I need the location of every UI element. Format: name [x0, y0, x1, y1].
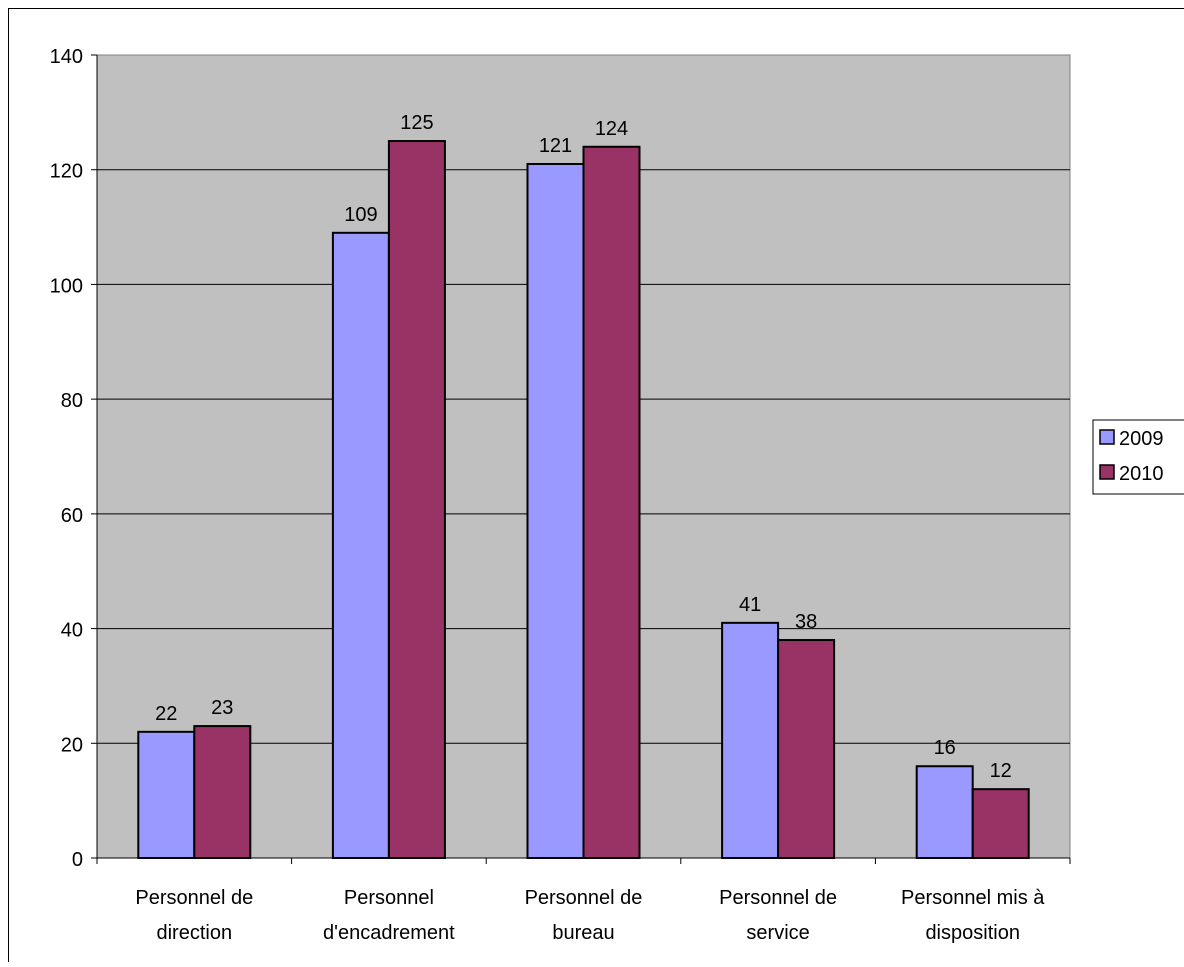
- legend-label: 2010: [1119, 463, 1164, 485]
- data-label: 12: [990, 760, 1012, 782]
- x-tick-label: d'encadrement: [323, 922, 455, 944]
- x-tick-label: bureau: [552, 922, 614, 944]
- bar-2010: [389, 141, 445, 858]
- y-tick-label: 120: [50, 161, 83, 183]
- legend-swatch-2009: [1100, 430, 1114, 444]
- y-tick-label: 140: [50, 46, 83, 68]
- data-label: 38: [795, 611, 817, 633]
- legend: 2009 2010: [1093, 420, 1184, 494]
- x-tick-label: Personnel: [344, 887, 434, 909]
- bar-2009: [333, 233, 389, 858]
- data-label: 23: [211, 697, 233, 719]
- y-tick-label: 20: [61, 734, 83, 756]
- bar-2010: [194, 726, 250, 858]
- legend-label: 2009: [1119, 428, 1164, 450]
- data-label: 121: [539, 135, 572, 157]
- data-label: 125: [400, 112, 433, 134]
- x-tick-label: Personnel de: [525, 887, 643, 909]
- x-tick-label: disposition: [925, 922, 1020, 944]
- y-tick-label: 80: [61, 390, 83, 412]
- bar-2010: [973, 789, 1029, 858]
- bar-2010: [584, 147, 640, 858]
- data-label: 124: [595, 118, 628, 140]
- y-tick-label: 0: [72, 849, 83, 871]
- data-label: 109: [344, 204, 377, 226]
- x-tick-label: service: [746, 922, 809, 944]
- y-tick-label: 60: [61, 505, 83, 527]
- x-tick-label: Personnel mis à: [901, 887, 1045, 909]
- x-tick-label: Personnel de: [135, 887, 253, 909]
- y-tick-label: 40: [61, 620, 83, 642]
- x-tick-label: Personnel de: [719, 887, 837, 909]
- y-tick-label: 100: [50, 275, 83, 297]
- x-tick-label: direction: [156, 922, 232, 944]
- data-label: 41: [739, 594, 761, 616]
- bar-2009: [528, 164, 584, 858]
- bar-2009: [917, 766, 973, 858]
- bar-2010: [778, 640, 834, 858]
- data-label: 22: [155, 703, 177, 725]
- bar-2009: [138, 732, 194, 858]
- data-label: 16: [934, 737, 956, 759]
- legend-swatch-2010: [1100, 465, 1114, 479]
- bar-2009: [722, 623, 778, 858]
